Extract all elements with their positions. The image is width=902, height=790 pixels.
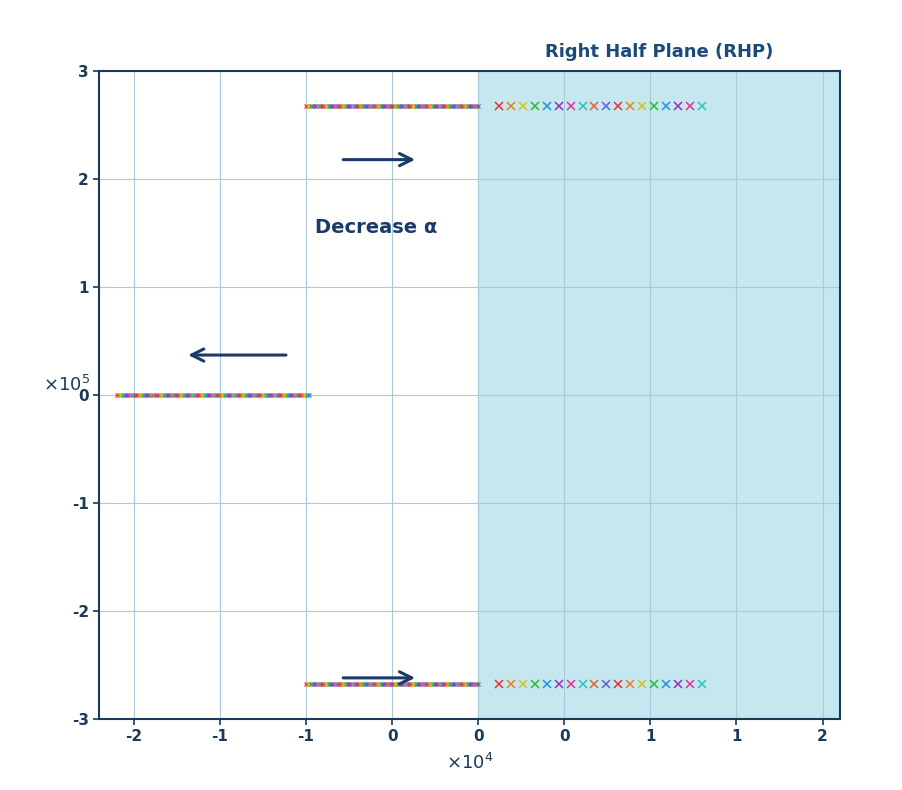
X-axis label: $\times10^4$: $\times10^4$	[446, 753, 492, 773]
Y-axis label: $\times10^5$: $\times10^5$	[42, 375, 89, 395]
Text: Right Half Plane (RHP): Right Half Plane (RHP)	[545, 43, 772, 62]
Bar	[478, 71, 839, 719]
Text: Decrease α: Decrease α	[314, 218, 437, 237]
